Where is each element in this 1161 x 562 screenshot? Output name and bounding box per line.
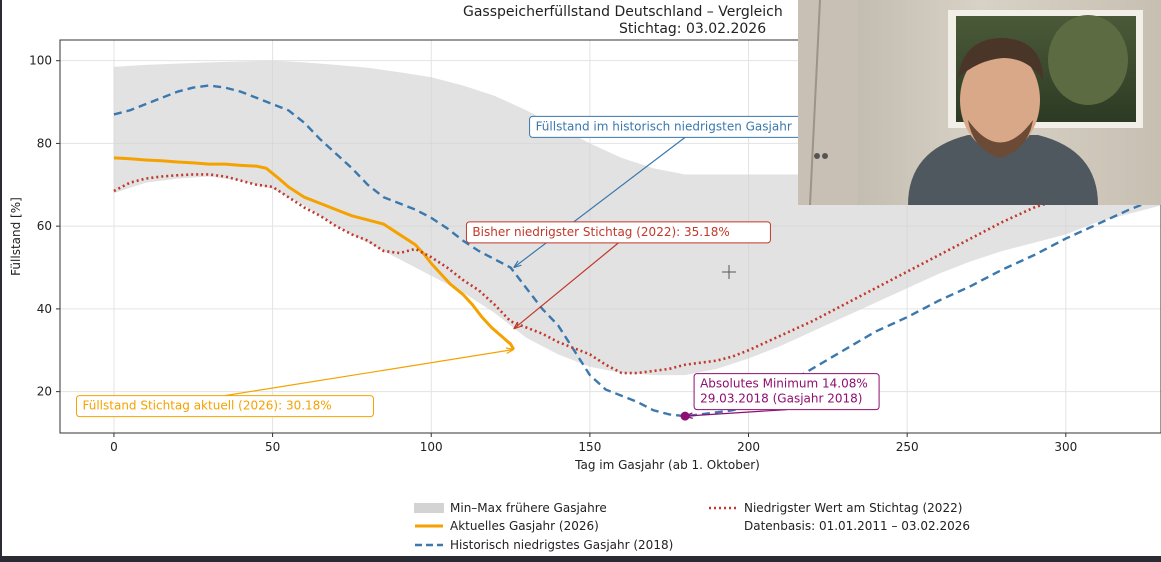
plot-frame <box>59 39 1161 434</box>
annotation-text: Füllstand Stichtag aktuell (2026): 30.18… <box>82 399 331 413</box>
legend-label: Aktuelles Gasjahr (2026) <box>450 519 599 533</box>
y-tick-label: 60 <box>37 219 52 233</box>
x-tick-label: 0 <box>110 440 118 454</box>
x-tick-label: 100 <box>420 440 443 454</box>
x-tick-label: 50 <box>265 440 280 454</box>
x-tick-label: 150 <box>578 440 601 454</box>
chart-subtitle: Stichtag: 03.02.2026 <box>619 21 767 37</box>
x-tick-label: 300 <box>1054 440 1077 454</box>
legend-label: Niedrigster Wert am Stichtag (2022) <box>744 501 963 515</box>
annotation-text: 29.03.2018 (Gasjahr 2018) <box>700 392 862 406</box>
annotation-box <box>75 395 374 418</box>
annotation-arrowhead <box>684 412 693 419</box>
annotation-box <box>465 221 771 244</box>
annotation-arrowhead <box>513 260 522 269</box>
series-line <box>113 84 1161 418</box>
y-tick-label: 20 <box>37 385 52 399</box>
taskbar-strip <box>0 556 1161 562</box>
legend-swatch <box>415 524 443 528</box>
annotation-arrow <box>224 348 514 397</box>
y-axis-label: Füllstand [%] <box>9 197 23 276</box>
annotation-arrow <box>685 409 787 417</box>
annotation-text: Absolutes Minimum 14.08% <box>700 377 868 391</box>
x-axis-label: Tag im Gasjahr (ab 1. Oktober) <box>574 458 760 472</box>
annotation-box <box>693 373 880 411</box>
legend-label: Datenbasis: 01.01.2011 – 03.02.2026 <box>744 519 970 533</box>
y-tick-label: 40 <box>37 302 52 316</box>
webcam-video-image <box>798 0 1161 205</box>
chart-title: Gasspeicherfüllstand Deutschland – Vergl… <box>463 4 783 20</box>
annotation-arrowhead <box>513 321 522 330</box>
legend-label: Min–Max frühere Gasjahre <box>450 501 607 515</box>
minmax-band <box>113 60 1161 376</box>
series-line <box>113 156 516 351</box>
annotation-arrow <box>513 242 619 330</box>
legend-swatch <box>709 506 737 510</box>
legend-swatch <box>414 503 444 513</box>
annotation-arrowhead <box>505 347 515 354</box>
legend-label: Historisch niedrigstes Gasjahr (2018) <box>450 538 674 552</box>
legend-swatch <box>415 543 443 547</box>
y-tick-label: 100 <box>29 54 52 68</box>
y-tick-label: 80 <box>37 136 52 150</box>
x-tick-label: 200 <box>737 440 760 454</box>
x-tick-label: 250 <box>896 440 919 454</box>
annotation-text: Füllstand im historisch niedrigsten Gasj… <box>536 119 792 133</box>
webcam-overlay <box>798 0 1161 205</box>
annotation-arrow <box>513 136 686 269</box>
annotation-text: Bisher niedrigster Stichtag (2022): 35.1… <box>472 225 729 239</box>
